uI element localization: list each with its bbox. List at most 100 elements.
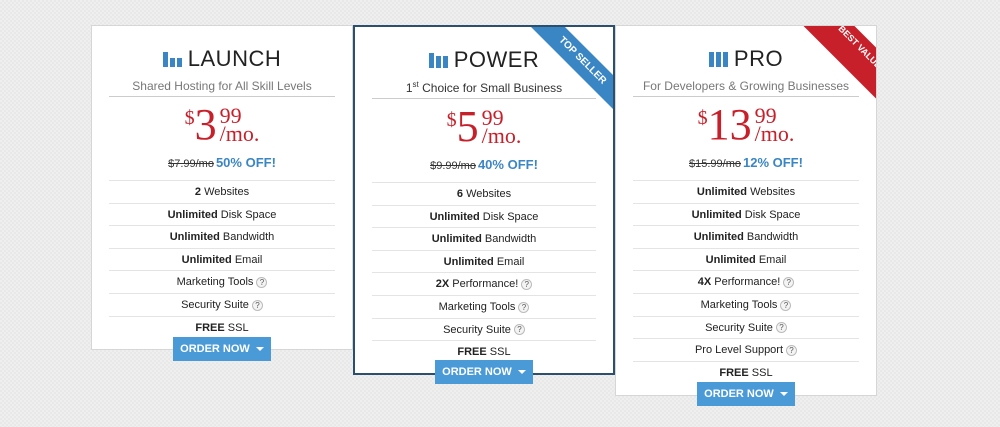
feature-highlight: Unlimited <box>691 208 742 221</box>
help-icon[interactable]: ? <box>775 322 787 334</box>
old-price: $15.99/mo <box>689 158 741 170</box>
feature-item: Unlimited Disk Space <box>633 204 859 227</box>
feature-item: 4X Performance!? <box>633 271 859 294</box>
feature-highlight: FREE <box>719 366 749 379</box>
price: $5 99/mo. <box>355 105 613 149</box>
price-dollars: 3 <box>194 100 217 149</box>
feature-highlight: Unlimited <box>431 233 482 246</box>
feature-highlight: Unlimited <box>169 231 220 244</box>
help-icon[interactable]: ? <box>513 324 525 336</box>
feature-item: Unlimited Email <box>109 249 335 272</box>
plan-subtitle: Shared Hosting for All Skill Levels <box>109 79 335 97</box>
feature-text: Email <box>231 253 263 266</box>
feature-highlight: Unlimited <box>705 253 756 266</box>
feature-text: Security Suite <box>181 298 249 311</box>
feature-highlight: 2 <box>194 186 202 198</box>
feature-text: Security Suite <box>443 323 511 336</box>
feature-text: Marketing Tools <box>438 300 516 313</box>
feature-item: Unlimited Disk Space <box>372 206 596 229</box>
help-icon[interactable]: ? <box>518 301 530 313</box>
feature-item: Security Suite? <box>372 319 596 342</box>
help-icon[interactable]: ? <box>251 299 263 311</box>
subtitle-text: Shared Hosting for All Skill Levels <box>132 79 312 93</box>
feature-text: Websites <box>201 186 250 198</box>
plan-title: POWER <box>355 47 613 73</box>
help-icon[interactable]: ? <box>783 276 795 288</box>
feature-text: SSL <box>748 366 773 379</box>
price-period: /mo. <box>754 121 795 146</box>
discount-line: $7.99/mo 50% OFF! <box>92 155 352 170</box>
plan-subtitle: 1st Choice for Small Business <box>372 80 596 99</box>
feature-highlight: Unlimited <box>167 208 218 221</box>
price-period: /mo. <box>481 123 522 148</box>
feature-text: Email <box>755 253 787 266</box>
feature-text: Marketing Tools <box>700 298 778 311</box>
feature-text: Bandwidth <box>481 233 537 246</box>
order-now-button[interactable]: ORDER NOW <box>173 337 271 361</box>
bars-1-icon <box>162 51 182 67</box>
feature-item: Unlimited Disk Space <box>109 204 335 227</box>
old-price: $9.99/mo <box>430 160 476 172</box>
feature-highlight: 4X <box>697 276 712 289</box>
help-icon[interactable]: ? <box>786 344 798 356</box>
plan-card-launch: LAUNCH Shared Hosting for All Skill Level… <box>91 25 353 350</box>
feature-item: FREE SSL <box>109 317 335 340</box>
feature-item: Marketing Tools? <box>372 296 596 319</box>
discount: 40% OFF! <box>477 157 538 172</box>
plan-subtitle: For Developers & Growing Businesses <box>633 79 859 97</box>
feature-highlight: FREE <box>457 346 487 359</box>
feature-list: Unlimited Websites Unlimited Disk Space Un… <box>633 180 859 384</box>
feature-text: Email <box>493 255 525 268</box>
help-icon[interactable]: ? <box>521 278 533 290</box>
price-cents: 99 <box>219 103 242 128</box>
feature-highlight: Unlimited <box>429 210 480 223</box>
currency: $ <box>184 107 195 129</box>
feature-item: Unlimited Bandwidth <box>109 226 335 249</box>
feature-text: Websites <box>747 186 796 198</box>
feature-text: Bandwidth <box>219 231 275 244</box>
feature-text: Bandwidth <box>743 231 799 244</box>
plan-card-pro: BEST VALUE PRO For Developers & Growing Bu… <box>615 25 877 396</box>
feature-item: Unlimited Email <box>372 251 596 274</box>
feature-item: Marketing Tools? <box>109 271 335 294</box>
feature-text: Security Suite <box>705 321 773 334</box>
caret-down-icon <box>517 370 526 375</box>
discount-line: $9.99/mo 40% OFF! <box>355 157 613 172</box>
help-icon[interactable]: ? <box>780 299 792 311</box>
feature-item: 6 Websites <box>372 183 596 206</box>
feature-item: Unlimited Websites <box>633 181 859 204</box>
feature-item: Unlimited Bandwidth <box>372 228 596 251</box>
feature-list: 2 Websites Unlimited Disk Space Unlimited … <box>109 180 335 339</box>
currency: $ <box>446 109 457 131</box>
order-now-button[interactable]: ORDER NOW <box>435 360 533 384</box>
plan-title: PRO <box>616 46 876 72</box>
feature-item: Pro Level Support? <box>633 339 859 362</box>
order-now-button[interactable]: ORDER NOW <box>697 382 795 406</box>
discount-line: $15.99/mo 12% OFF! <box>616 155 876 170</box>
feature-item: 2X Performance!? <box>372 273 596 296</box>
feature-item: Security Suite? <box>633 317 859 340</box>
help-icon[interactable]: ? <box>256 276 268 288</box>
feature-list: 6 Websites Unlimited Disk Space Unlimited … <box>372 182 596 364</box>
bars-3-icon <box>708 51 728 67</box>
price-cents: 99 <box>481 105 504 130</box>
plan-title: LAUNCH <box>92 46 352 72</box>
plan-name: PRO <box>733 46 784 71</box>
price-cents: 99 <box>754 103 777 128</box>
price-dollars: 13 <box>707 100 752 149</box>
feature-text: SSL <box>486 346 511 359</box>
price: $3 99/mo. <box>92 100 352 149</box>
feature-item: FREE SSL <box>372 341 596 364</box>
feature-text: Performance! <box>449 278 519 291</box>
bars-2-icon <box>428 52 448 68</box>
caret-down-icon <box>255 347 264 352</box>
feature-highlight: Unlimited <box>181 253 232 266</box>
feature-item: Security Suite? <box>109 294 335 317</box>
price: $13 99/mo. <box>616 100 876 149</box>
feature-highlight: Unlimited <box>443 255 494 268</box>
subtitle-text: Choice for Small Business <box>418 81 563 95</box>
plan-name: POWER <box>453 47 540 72</box>
currency: $ <box>697 107 708 129</box>
subtitle-text: For Developers & Growing Businesses <box>642 79 850 93</box>
feature-text: Websites <box>463 188 512 200</box>
